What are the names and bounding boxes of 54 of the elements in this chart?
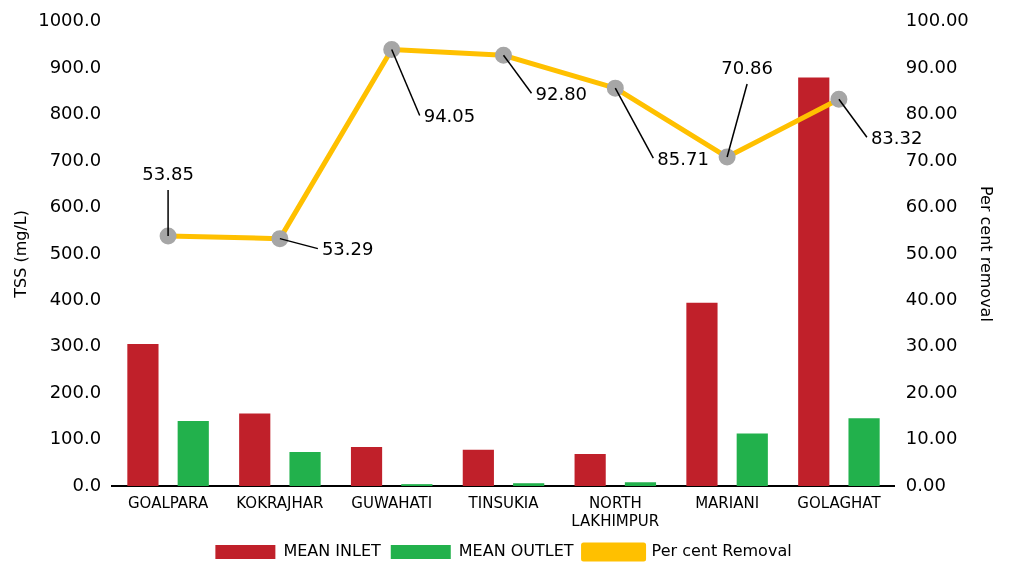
bar	[127, 343, 159, 486]
bar	[574, 453, 606, 486]
y2-tick-label: 50.00	[905, 241, 958, 263]
bar	[798, 77, 830, 486]
bar	[736, 433, 768, 486]
data-label: 94.05	[423, 105, 476, 127]
bar	[513, 483, 545, 486]
y2-tick-label: 80.00	[905, 102, 958, 124]
y-tick-label: 400.0	[49, 287, 102, 309]
bar	[462, 449, 494, 486]
x-tick-label: KOKRAJHAR	[236, 493, 324, 512]
x-tick-label: MARIANI	[695, 493, 760, 512]
legend-label: MEAN INLET	[283, 541, 381, 561]
bar	[686, 302, 718, 486]
y-tick-label: 200.0	[49, 380, 102, 402]
bar	[289, 452, 321, 486]
y2-tick-label: 100.00	[905, 9, 969, 31]
bar	[239, 413, 271, 486]
y-axis-title: TSS (mg/L)	[10, 210, 30, 299]
y2-tick-label: 10.00	[905, 427, 958, 449]
y2-axis-title: Per cent removal	[977, 185, 997, 322]
x-tick-label: GOALPARA	[127, 493, 209, 512]
y-tick-label: 0.0	[72, 473, 102, 495]
y-tick-label: 600.0	[49, 195, 102, 217]
y-tick-label: 800.0	[49, 102, 102, 124]
x-tick-label: NORTH LAKHIMPUR	[571, 493, 660, 530]
y-tick-label: 100.0	[49, 427, 102, 449]
data-label: 83.32	[870, 126, 923, 148]
y2-tick-label: 30.00	[905, 334, 958, 356]
data-label: 53.85	[142, 162, 194, 184]
legend-label: Per cent Removal	[651, 541, 792, 561]
y2-tick-label: 20.00	[905, 380, 958, 402]
y2-tick-label: 0.00	[905, 473, 946, 495]
y2-tick-label: 60.00	[905, 195, 958, 217]
data-label: 70.86	[721, 56, 773, 78]
y-tick-label: 1000.0	[38, 9, 102, 31]
x-tick-label: GOLAGHAT	[797, 493, 882, 512]
data-label: 53.29	[321, 238, 374, 260]
y-tick-label: 700.0	[49, 148, 102, 170]
legend-label: MEAN OUTLET	[458, 541, 574, 561]
y2-tick-label: 40.00	[905, 287, 958, 309]
data-label: 92.80	[535, 82, 588, 104]
y-tick-label: 900.0	[49, 55, 102, 77]
x-tick-label: TINSUKIA	[467, 493, 540, 512]
data-label: 85.71	[657, 147, 709, 169]
bar	[624, 482, 657, 486]
bar	[177, 421, 209, 486]
y2-tick-label: 90.00	[905, 55, 958, 77]
bar	[848, 418, 880, 486]
bar	[350, 447, 383, 486]
x-tick-label: GUWAHATI	[351, 493, 433, 512]
y-tick-label: 500.0	[49, 241, 102, 263]
y-tick-label: 300.0	[49, 334, 102, 356]
y2-tick-label: 70.00	[905, 148, 958, 170]
